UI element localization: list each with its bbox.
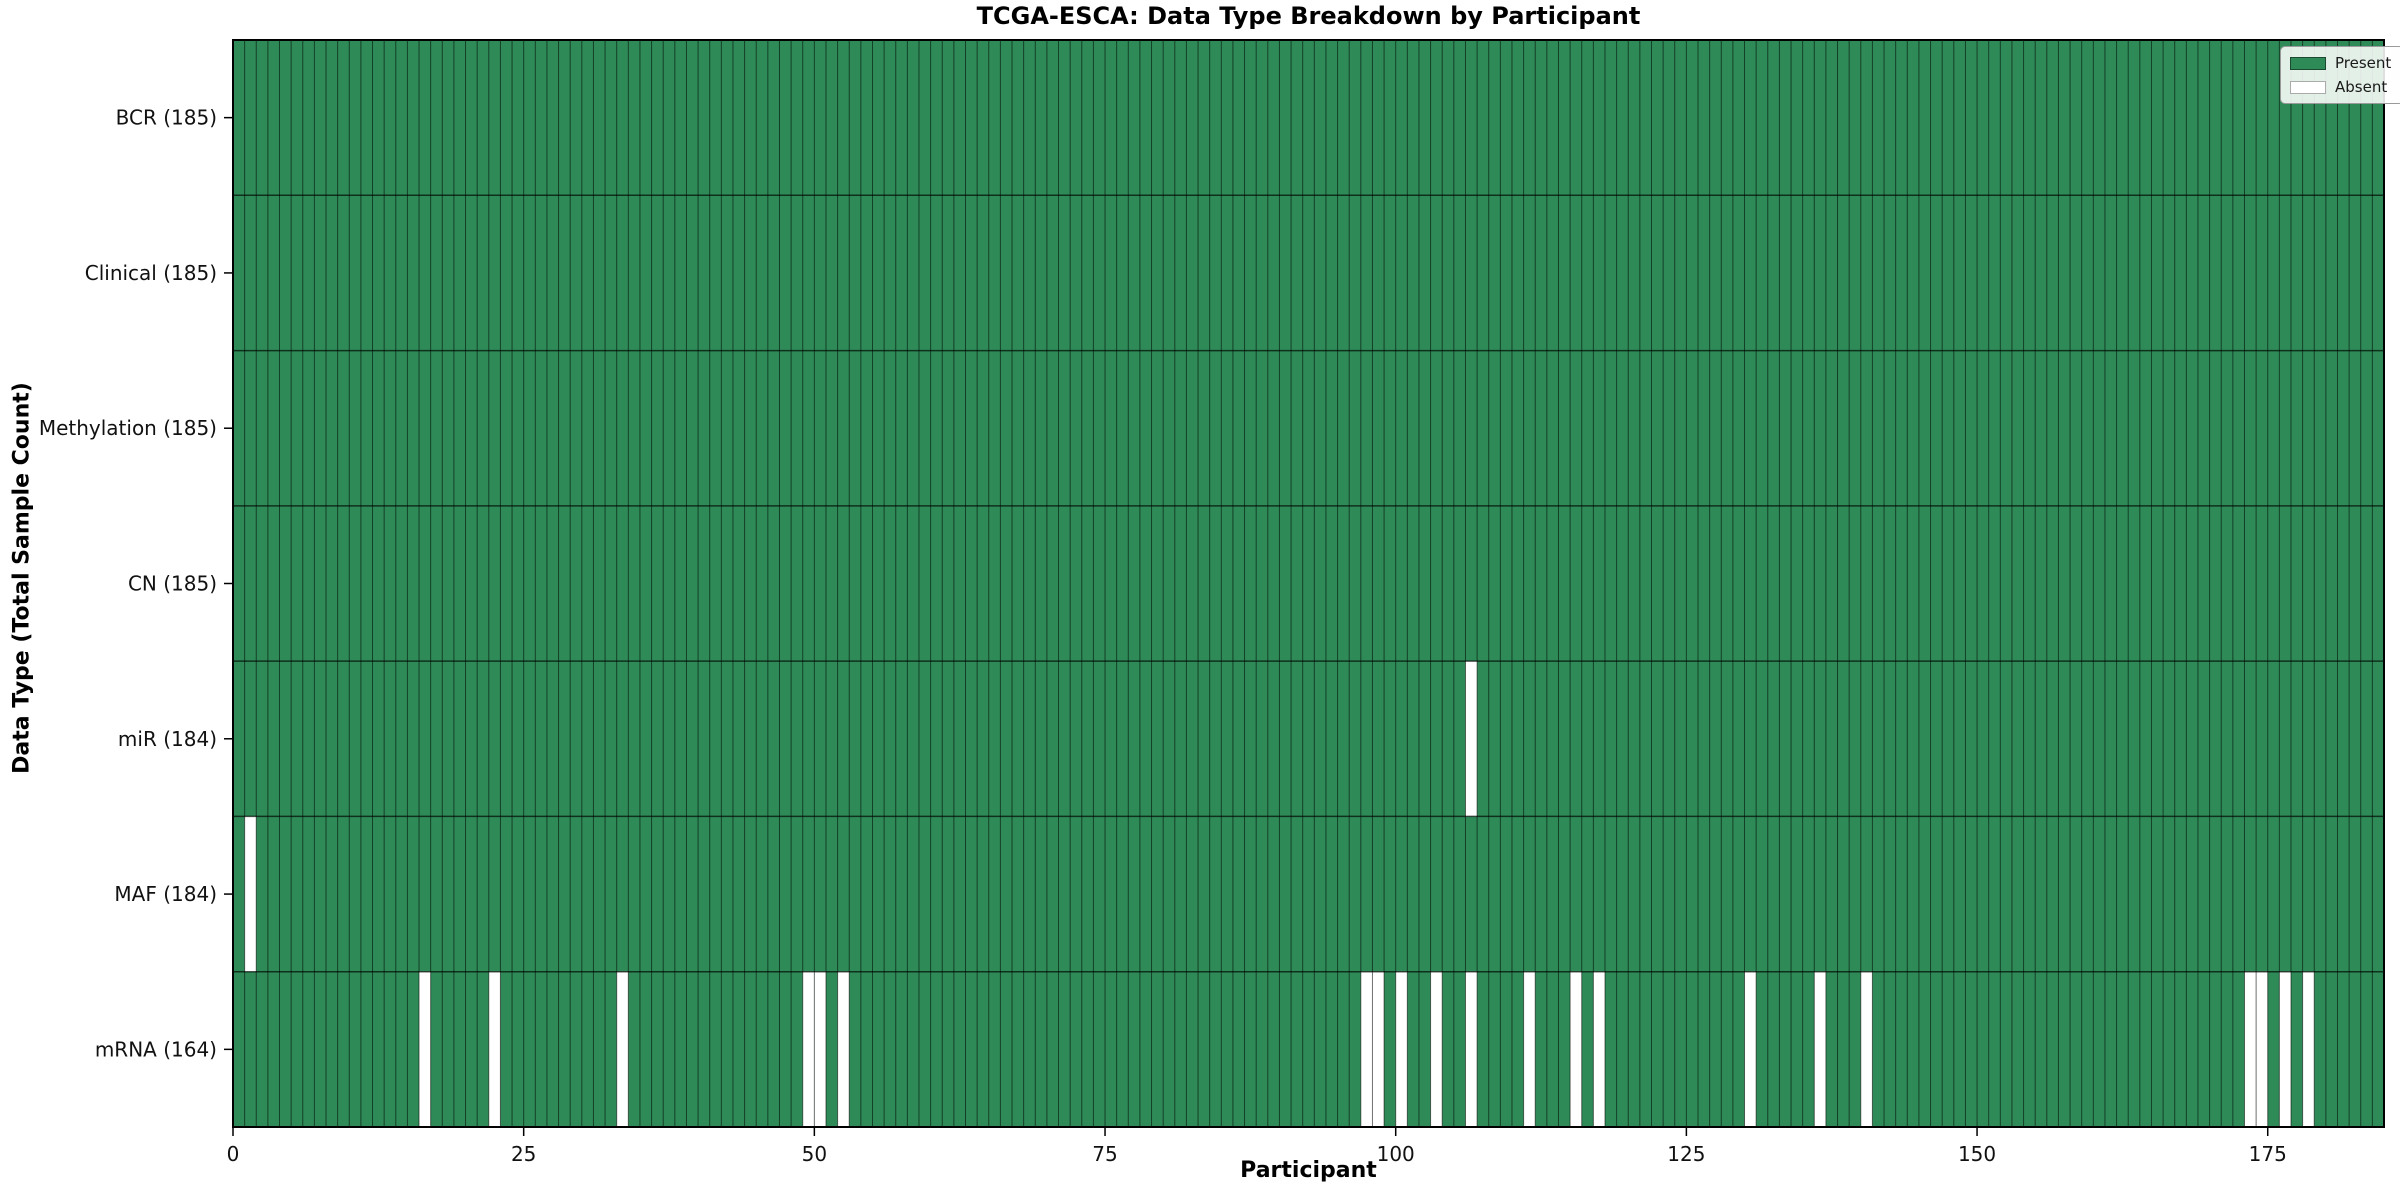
present-swatch bbox=[2290, 56, 2326, 70]
svg-text:MAF (184): MAF (184) bbox=[114, 882, 217, 906]
x-axis-label: Participant bbox=[1240, 1158, 1377, 1183]
absent-swatch bbox=[2290, 80, 2326, 94]
svg-text:125: 125 bbox=[1667, 1142, 1705, 1166]
svg-text:50: 50 bbox=[802, 1142, 827, 1166]
svg-text:BCR (185): BCR (185) bbox=[116, 106, 217, 130]
legend-label-absent: Absent bbox=[2335, 78, 2388, 96]
svg-text:100: 100 bbox=[1377, 1142, 1415, 1166]
svg-text:25: 25 bbox=[511, 1142, 536, 1166]
svg-text:CN (185): CN (185) bbox=[128, 572, 217, 596]
svg-text:miR (184): miR (184) bbox=[118, 727, 217, 751]
svg-text:mRNA (164): mRNA (164) bbox=[95, 1037, 217, 1061]
svg-text:150: 150 bbox=[1958, 1142, 1996, 1166]
svg-text:75: 75 bbox=[1092, 1142, 1117, 1166]
svg-text:Methylation (185): Methylation (185) bbox=[39, 416, 217, 440]
legend-label-present: Present bbox=[2335, 54, 2392, 72]
legend-item-present: Present bbox=[2290, 54, 2391, 72]
legend-item-absent: Absent bbox=[2290, 78, 2391, 96]
chart-title: TCGA-ESCA: Data Type Breakdown by Partic… bbox=[976, 2, 1641, 30]
svg-text:0: 0 bbox=[227, 1142, 240, 1166]
legend: Present Absent bbox=[2280, 46, 2400, 104]
svg-text:Clinical (185): Clinical (185) bbox=[85, 261, 217, 285]
svg-text:175: 175 bbox=[2249, 1142, 2287, 1166]
